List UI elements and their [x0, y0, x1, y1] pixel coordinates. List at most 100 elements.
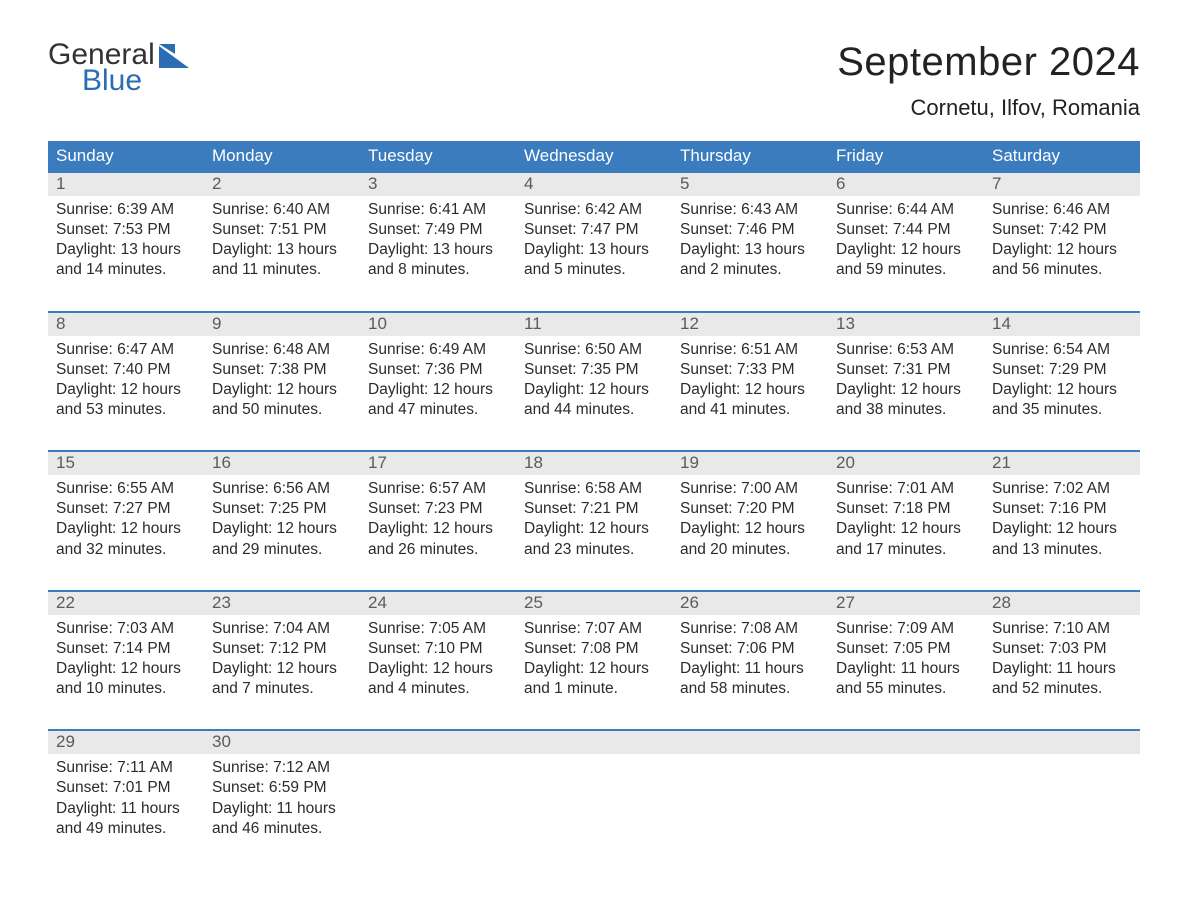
day-day1: Daylight: 11 hours — [680, 659, 820, 679]
day-cell: Sunrise: 6:41 AMSunset: 7:49 PMDaylight:… — [360, 196, 516, 281]
day-day2: and 7 minutes. — [212, 679, 352, 699]
day-number: 20 — [828, 452, 984, 475]
week-row: 2930Sunrise: 7:11 AMSunset: 7:01 PMDayli… — [48, 729, 1140, 839]
day-cell: Sunrise: 6:42 AMSunset: 7:47 PMDaylight:… — [516, 196, 672, 281]
day-day1: Daylight: 12 hours — [992, 240, 1132, 260]
day-sunrise: Sunrise: 6:42 AM — [524, 200, 664, 220]
day-sunset: Sunset: 7:08 PM — [524, 639, 664, 659]
day-day2: and 35 minutes. — [992, 400, 1132, 420]
day-day2: and 38 minutes. — [836, 400, 976, 420]
day-day1: Daylight: 13 hours — [524, 240, 664, 260]
weeks-container: 1234567 Sunrise: 6:39 AMSunset: 7:53 PM Da… — [48, 171, 1140, 839]
logo: General Blue — [48, 40, 197, 96]
day-day2: and 56 minutes. — [992, 260, 1132, 280]
day-day1: Daylight: 12 hours — [836, 380, 976, 400]
day-day2: and 4 minutes. — [368, 679, 508, 699]
day-sunrise: Sunrise: 6:39 AM — [56, 200, 196, 220]
day-number: 22 — [48, 592, 204, 615]
day-number: 16 — [204, 452, 360, 475]
day-sunrise: Sunrise: 7:09 AM — [836, 619, 976, 639]
day-sunrise: Sunrise: 7:11 AM — [56, 758, 196, 778]
day-sunset: Sunset: 7:46 PM — [680, 220, 820, 240]
day-sunrise: Sunrise: 6:44 AM — [836, 200, 976, 220]
day-day1: Daylight: 13 hours — [212, 240, 352, 260]
day-sunset: Sunset: 7:42 PM — [992, 220, 1132, 240]
day-day1: Daylight: 11 hours — [836, 659, 976, 679]
day-day1: Daylight: 12 hours — [56, 380, 196, 400]
day-number-row: 1234567 — [48, 173, 1140, 196]
day-number: 14 — [984, 313, 1140, 336]
day-sunset: Sunset: 7:36 PM — [368, 360, 508, 380]
day-number — [672, 731, 828, 754]
day-sunset: Sunset: 7:21 PM — [524, 499, 664, 519]
day-number — [360, 731, 516, 754]
dow-cell: Wednesday — [516, 141, 672, 171]
day-day2: and 52 minutes. — [992, 679, 1132, 699]
day-sunset: Sunset: 7:12 PM — [212, 639, 352, 659]
day-sunset: Sunset: 7:27 PM — [56, 499, 196, 519]
day-data-row: Sunrise: 7:11 AMSunset: 7:01 PMDaylight:… — [48, 754, 1140, 839]
day-number: 24 — [360, 592, 516, 615]
day-day2: and 5 minutes. — [524, 260, 664, 280]
day-cell: Sunrise: 6:56 AMSunset: 7:25 PMDaylight:… — [204, 475, 360, 560]
day-day1: Daylight: 12 hours — [524, 659, 664, 679]
days-of-week-header: SundayMondayTuesdayWednesdayThursdayFrid… — [48, 141, 1140, 171]
day-sunset: Sunset: 7:35 PM — [524, 360, 664, 380]
day-number: 15 — [48, 452, 204, 475]
day-number: 2 — [204, 173, 360, 196]
day-number: 3 — [360, 173, 516, 196]
day-day2: and 23 minutes. — [524, 540, 664, 560]
day-number: 25 — [516, 592, 672, 615]
day-sunrise: Sunrise: 7:05 AM — [368, 619, 508, 639]
day-day1: Daylight: 12 hours — [524, 380, 664, 400]
dow-cell: Friday — [828, 141, 984, 171]
day-sunset: Sunset: 7:40 PM — [56, 360, 196, 380]
day-day1: Daylight: 12 hours — [836, 240, 976, 260]
day-sunrise: Sunrise: 7:02 AM — [992, 479, 1132, 499]
day-sunset: Sunset: 7:31 PM — [836, 360, 976, 380]
day-sunrise: Sunrise: 7:12 AM — [212, 758, 352, 778]
day-day1: Daylight: 12 hours — [212, 519, 352, 539]
day-cell: Sunrise: 7:11 AMSunset: 7:01 PMDaylight:… — [48, 754, 204, 839]
week-row: 22232425262728Sunrise: 7:03 AMSunset: 7:… — [48, 590, 1140, 700]
week-row: 15161718192021Sunrise: 6:55 AMSunset: 7:… — [48, 450, 1140, 560]
header: General Blue September 2024 Cornetu, Ilf… — [48, 40, 1140, 135]
day-sunrise: Sunrise: 6:50 AM — [524, 340, 664, 360]
day-cell: Sunrise: 6:53 AMSunset: 7:31 PMDaylight:… — [828, 336, 984, 421]
day-day1: Daylight: 12 hours — [992, 519, 1132, 539]
day-cell: Sunrise: 7:03 AMSunset: 7:14 PMDaylight:… — [48, 615, 204, 700]
day-day2: and 58 minutes. — [680, 679, 820, 699]
day-cell: Sunrise: 6:54 AMSunset: 7:29 PMDaylight:… — [984, 336, 1140, 421]
day-number: 21 — [984, 452, 1140, 475]
dow-cell: Monday — [204, 141, 360, 171]
day-day2: and 44 minutes. — [524, 400, 664, 420]
day-day2: and 8 minutes. — [368, 260, 508, 280]
day-number: 6 — [828, 173, 984, 196]
day-day1: Daylight: 12 hours — [212, 659, 352, 679]
day-number: 10 — [360, 313, 516, 336]
day-sunset: Sunset: 7:53 PM — [56, 220, 196, 240]
day-sunset: Sunset: 6:59 PM — [212, 778, 352, 798]
day-day2: and 47 minutes. — [368, 400, 508, 420]
day-cell: Sunrise: 6:44 AMSunset: 7:44 PMDaylight:… — [828, 196, 984, 281]
day-cell — [360, 754, 516, 839]
calendar: SundayMondayTuesdayWednesdayThursdayFrid… — [48, 141, 1140, 839]
day-number: 19 — [672, 452, 828, 475]
day-number: 7 — [984, 173, 1140, 196]
day-number-row: 22232425262728 — [48, 592, 1140, 615]
day-day1: Daylight: 12 hours — [524, 519, 664, 539]
day-sunrise: Sunrise: 6:53 AM — [836, 340, 976, 360]
day-day2: and 50 minutes. — [212, 400, 352, 420]
day-sunset: Sunset: 7:23 PM — [368, 499, 508, 519]
day-sunrise: Sunrise: 7:03 AM — [56, 619, 196, 639]
day-number-row: 2930 — [48, 731, 1140, 754]
day-day2: and 29 minutes. — [212, 540, 352, 560]
day-sunrise: Sunrise: 6:47 AM — [56, 340, 196, 360]
day-cell: Sunrise: 7:10 AMSunset: 7:03 PMDaylight:… — [984, 615, 1140, 700]
day-day1: Daylight: 12 hours — [680, 380, 820, 400]
day-number — [516, 731, 672, 754]
day-cell: Sunrise: 6:55 AMSunset: 7:27 PMDaylight:… — [48, 475, 204, 560]
day-sunset: Sunset: 7:38 PM — [212, 360, 352, 380]
day-sunrise: Sunrise: 6:40 AM — [212, 200, 352, 220]
day-sunrise: Sunrise: 6:56 AM — [212, 479, 352, 499]
